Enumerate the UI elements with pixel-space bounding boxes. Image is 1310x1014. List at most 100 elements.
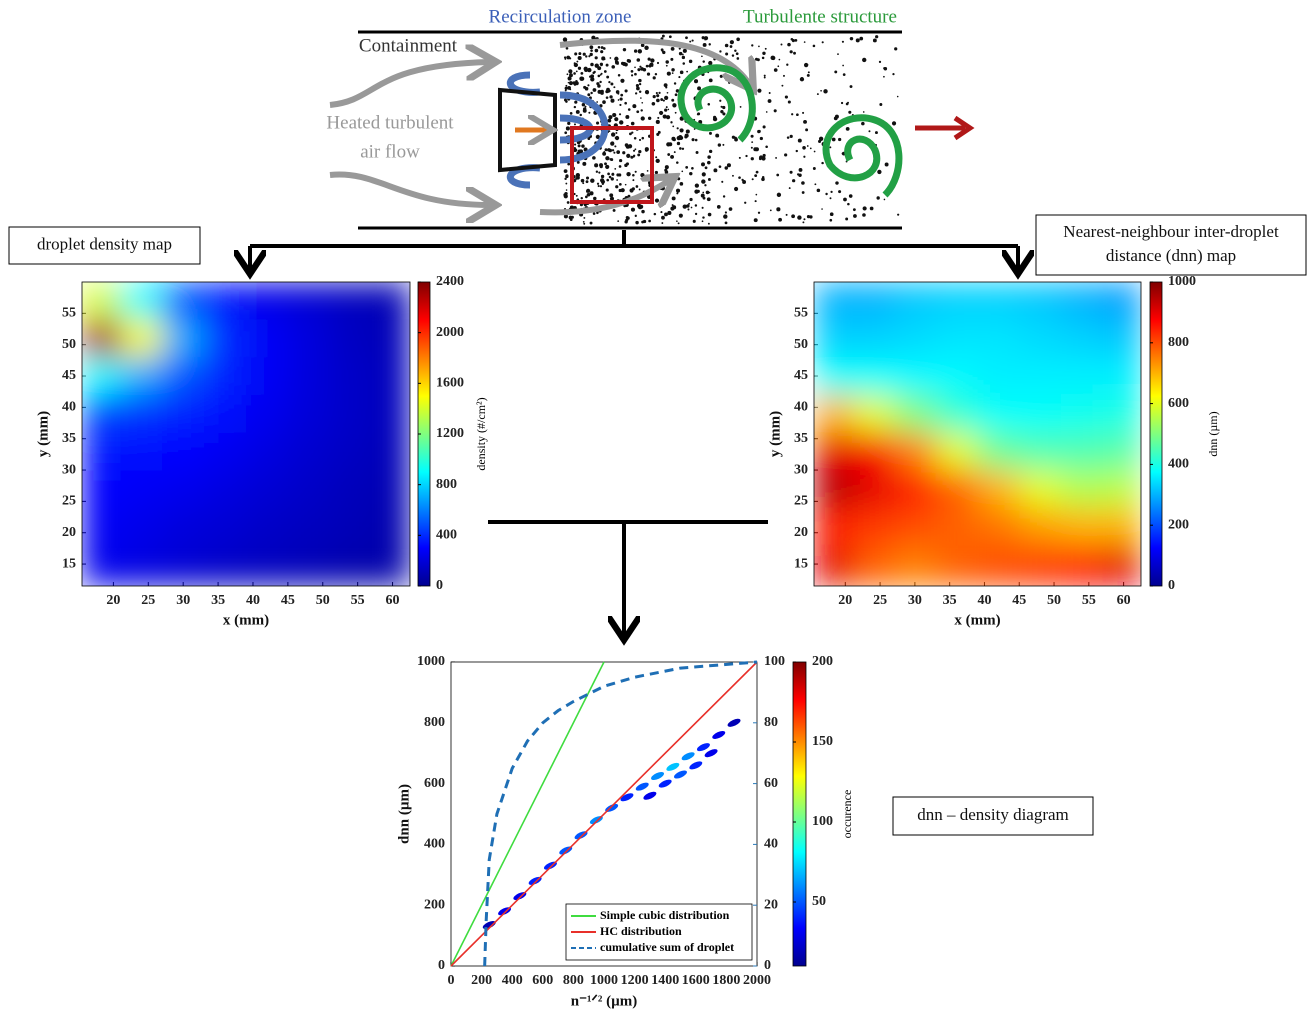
droplet (841, 40, 844, 43)
droplet (838, 190, 842, 194)
droplet (586, 188, 591, 193)
droplet (741, 178, 744, 182)
droplet (701, 172, 706, 177)
heatmap-cell (1060, 432, 1104, 471)
droplet (679, 182, 684, 186)
droplet (883, 198, 886, 201)
droplet (605, 164, 610, 170)
droplet (704, 184, 707, 187)
droplet (713, 168, 718, 173)
droplet (602, 47, 606, 50)
droplet (720, 105, 723, 108)
droplet (632, 104, 637, 109)
droplet (656, 61, 660, 65)
droplet (757, 211, 761, 214)
droplet (565, 84, 568, 87)
droplet (635, 220, 639, 225)
droplet (616, 150, 621, 155)
droplet (640, 109, 643, 112)
droplet (634, 66, 636, 69)
y2-tick-label: 80 (764, 715, 778, 730)
droplet (829, 218, 833, 222)
droplet (803, 155, 806, 158)
chart-title: Nearest-neighbour inter-droplet (1063, 222, 1279, 241)
droplet (596, 101, 598, 103)
plot-frame (81, 281, 411, 587)
droplet (616, 62, 619, 65)
droplet (665, 106, 668, 109)
heatmap-cell (162, 394, 205, 433)
droplet (676, 141, 681, 146)
droplet (879, 102, 883, 106)
droplet (662, 50, 666, 55)
droplet (802, 145, 806, 150)
droplet (614, 117, 619, 122)
droplet (566, 201, 570, 204)
droplet (691, 166, 694, 170)
heatmap-cell (935, 357, 978, 396)
droplet (565, 189, 568, 191)
droplet (676, 127, 679, 130)
droplet (668, 142, 673, 147)
title-box (1035, 214, 1307, 276)
droplet (689, 197, 693, 202)
droplet (585, 176, 590, 180)
droplet (666, 91, 669, 94)
heatmap-cell (329, 470, 373, 509)
series-line (450, 661, 605, 967)
colorbar-tick-label: 200 (1168, 517, 1189, 532)
droplet (754, 174, 758, 178)
droplet (638, 149, 642, 154)
heatmap-cell (814, 282, 853, 321)
label: Turbulente structure (743, 6, 897, 27)
heatmap-cell (204, 432, 247, 471)
droplet (859, 36, 864, 41)
droplet (595, 134, 600, 139)
droplet (671, 72, 674, 75)
x-tick-label: 1200 (621, 973, 649, 988)
droplet (665, 64, 668, 67)
droplet (702, 43, 707, 47)
label: Containment (359, 35, 458, 56)
flow-arrow (539, 180, 670, 216)
y-tick-label: 50 (62, 337, 76, 352)
droplet (647, 116, 652, 120)
droplet (685, 166, 689, 169)
droplet (611, 172, 615, 176)
vortex (677, 64, 756, 143)
y2-tick-label: 40 (764, 837, 778, 852)
droplet (803, 41, 806, 43)
series-line (450, 661, 758, 967)
droplet (896, 95, 899, 98)
droplet (581, 144, 585, 148)
droplet (739, 106, 742, 108)
droplet (829, 146, 832, 149)
droplet (798, 168, 803, 172)
droplet (652, 95, 656, 99)
heatmap-cell (1019, 507, 1062, 546)
heatmap-cell (120, 394, 163, 433)
droplet (614, 60, 618, 64)
droplet (626, 153, 631, 159)
x-tick-label: 45 (1012, 593, 1026, 608)
droplet (803, 119, 807, 124)
droplet (589, 191, 594, 196)
droplet (796, 173, 800, 176)
droplet (573, 123, 576, 126)
droplet (862, 206, 867, 211)
heatmap-cell (1060, 507, 1104, 546)
heatmap-cell (246, 432, 289, 471)
y-tick-label: 1000 (417, 654, 445, 669)
droplet (696, 189, 700, 193)
chart: Nearest-neighbour inter-droplet distance … (767, 214, 1307, 628)
droplet (818, 136, 824, 141)
droplet (806, 73, 810, 77)
droplet (595, 170, 599, 173)
droplet (701, 162, 705, 167)
droplet (582, 182, 585, 185)
droplet (620, 61, 625, 66)
zoom-box (570, 126, 654, 204)
x-tick-label: 2000 (743, 973, 771, 988)
droplet (773, 68, 778, 72)
heatmap-cell (1019, 394, 1062, 433)
